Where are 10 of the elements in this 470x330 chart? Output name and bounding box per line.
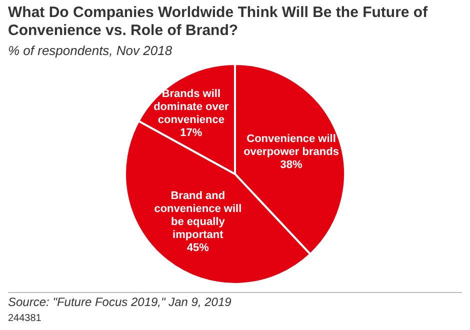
chart-subtitle: % of respondents, Nov 2018 bbox=[8, 42, 174, 59]
data-label: 17% bbox=[180, 126, 202, 139]
chart-title: What Do Companies Worldwide Think Will Be the Future of Convenience vs. Role of Brand? bbox=[8, 4, 429, 40]
data-label: 45% bbox=[186, 242, 210, 254]
data-label: 38% bbox=[280, 158, 302, 171]
slice-label: Brands will dominate over convenience bbox=[154, 88, 230, 126]
slice-label: Brand and convenience will be equally important bbox=[154, 190, 242, 241]
slice-label: Convenience will overpower brands bbox=[244, 132, 339, 158]
source-note: Source: "Future Focus 2019," Jan 9, 2019 bbox=[8, 295, 232, 309]
text: 244381 bbox=[8, 313, 42, 324]
